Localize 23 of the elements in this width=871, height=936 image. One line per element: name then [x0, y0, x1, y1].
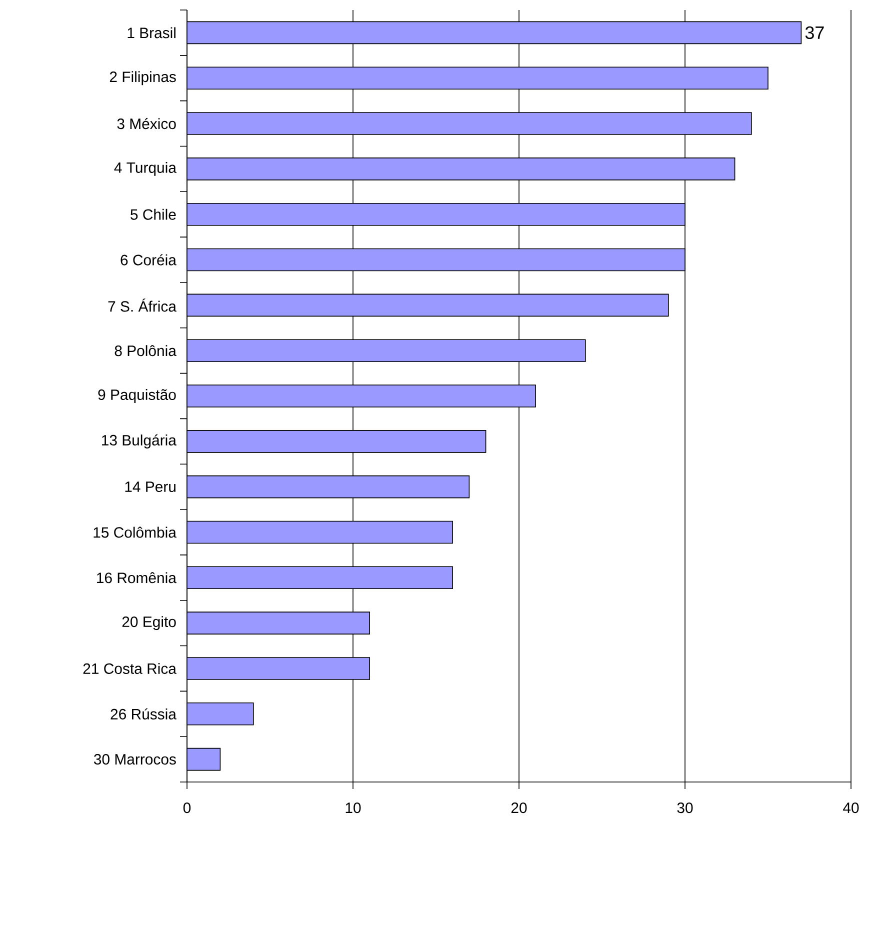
y-tick-label: 3 México — [117, 118, 176, 130]
y-tick-label: 8 Polônia — [114, 345, 176, 356]
y-tick-label: 7 S. África — [108, 298, 176, 312]
y-tick-label: 4 Turquia — [114, 162, 176, 176]
y-tick-label: 26 Rússia — [110, 708, 176, 720]
y-tick-label: 20 Egito — [122, 616, 176, 630]
y-tick-label: 21 Costa Rica — [83, 662, 176, 674]
y-tick-label: 5 Chile — [130, 208, 176, 220]
y-tick-label: 30 Marrocos — [94, 754, 176, 765]
x-tick-label: 10 — [346, 802, 361, 814]
y-tick-label: 15 Colômbia — [94, 526, 176, 538]
y-tick-label: 16 Romênia — [97, 572, 176, 584]
y-tick-label: 6 Coréia — [120, 254, 176, 266]
x-tick-label: 40 — [843, 802, 859, 814]
data-label: 37 — [805, 26, 824, 40]
y-tick-label: 14 Peru — [125, 482, 176, 492]
x-tick-label: 0 — [183, 802, 191, 814]
y-tick-label: 9 Paquistão — [98, 389, 176, 403]
y-tick-label: 1 Brasil — [128, 27, 176, 38]
x-tick-label: 30 — [677, 802, 693, 814]
y-tick-label: 13 Bulgária — [102, 434, 176, 448]
x-tick-label: 20 — [511, 802, 527, 814]
y-tick-label: 2 Filipinas — [110, 71, 176, 86]
